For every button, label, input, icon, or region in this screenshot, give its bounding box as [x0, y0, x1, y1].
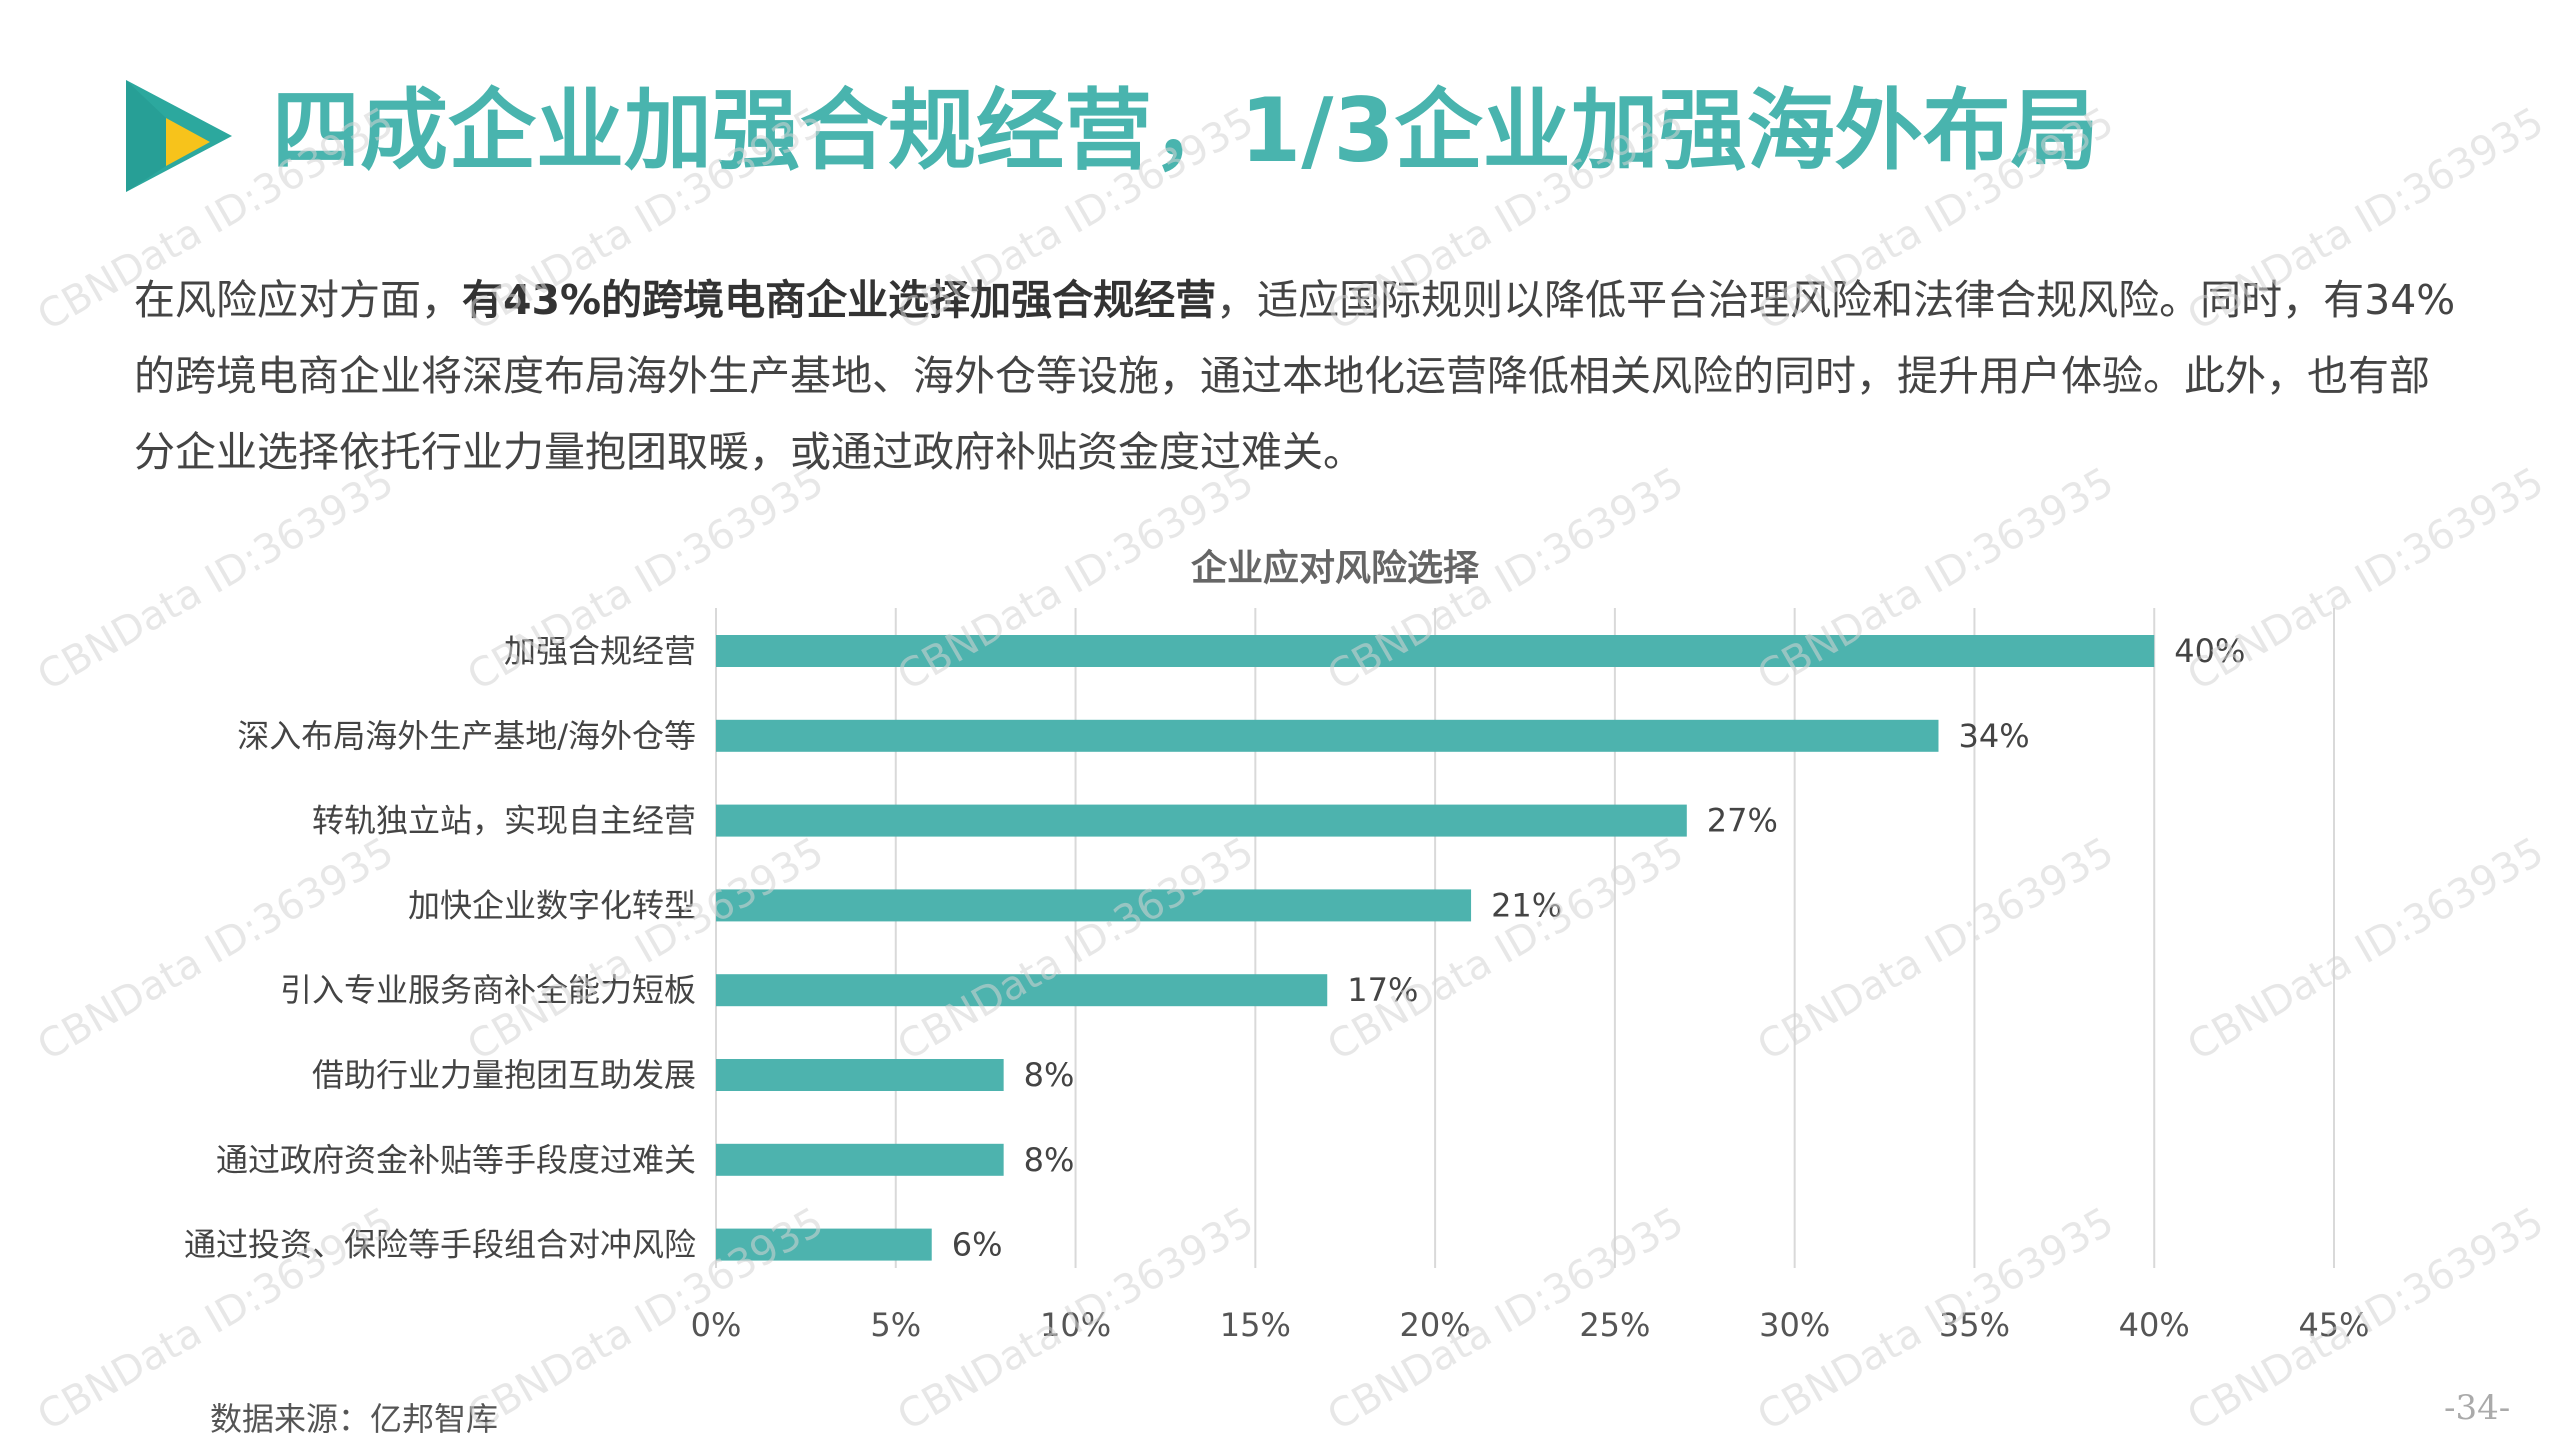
- category-label: 加强合规经营: [504, 632, 696, 670]
- bar: [716, 804, 1687, 837]
- x-tick-label: 0%: [691, 1306, 742, 1344]
- x-tick-label: 25%: [1579, 1306, 1650, 1344]
- data-label: 40%: [2174, 632, 2245, 670]
- data-label: 8%: [1024, 1141, 1075, 1179]
- x-tick-label: 45%: [2298, 1306, 2369, 1344]
- category-label: 引入专业服务商补全能力短板: [280, 971, 696, 1009]
- brand-logo-icon: [126, 80, 232, 192]
- bar: [716, 1228, 932, 1261]
- page-number: -34-: [2444, 1388, 2511, 1428]
- data-label: 27%: [1707, 802, 1778, 840]
- category-label: 通过政府资金补贴等手段度过难关: [216, 1141, 696, 1179]
- data-label: 21%: [1491, 886, 1562, 924]
- intro-paragraph: 在风险应对方面，有43%的跨境电商企业选择加强合规经营，适应国际规则以降低平台治…: [134, 262, 2464, 490]
- category-label: 深入布局海外生产基地/海外仓等: [237, 717, 696, 755]
- intro-text-rest: ，适应国际规则以降低平台治理风险和法律合规风险。同时，有34%的跨境电商企业将深…: [134, 276, 2456, 476]
- data-label: 34%: [1958, 717, 2029, 755]
- page-title: 四成企业加强合规经营，1/3企业加强海外布局: [272, 79, 2099, 182]
- bar: [716, 889, 1472, 922]
- x-tick-label: 40%: [2119, 1306, 2190, 1344]
- data-label: 8%: [1024, 1056, 1075, 1094]
- chart-title: 企业应对风险选择: [1191, 547, 1480, 589]
- data-label: 6%: [952, 1226, 1003, 1264]
- category-label: 加快企业数字化转型: [408, 886, 696, 924]
- x-tick-label: 5%: [870, 1306, 921, 1344]
- x-tick-label: 35%: [1939, 1306, 2010, 1344]
- x-tick-label: 15%: [1220, 1306, 1291, 1344]
- bar: [716, 635, 2155, 667]
- bar: [716, 719, 1939, 752]
- data-source-note: 数据来源：亿邦智库: [210, 1400, 499, 1438]
- category-label: 通过投资、保险等手段组合对冲风险: [184, 1226, 696, 1264]
- x-tick-label: 30%: [1759, 1306, 1830, 1344]
- intro-text-start: 在风险应对方面，: [134, 276, 462, 324]
- bar: [716, 1059, 1004, 1091]
- x-tick-label: 10%: [1040, 1306, 1111, 1344]
- bar: [716, 974, 1328, 1007]
- data-label: 17%: [1347, 971, 1418, 1009]
- category-label: 借助行业力量抱团互助发展: [312, 1056, 696, 1094]
- bar: [716, 1143, 1004, 1176]
- x-tick-label: 20%: [1400, 1306, 1471, 1344]
- category-label: 转轨独立站，实现自主经营: [312, 802, 696, 840]
- intro-highlight: 有43%的跨境电商企业选择加强合规经营: [462, 276, 1217, 324]
